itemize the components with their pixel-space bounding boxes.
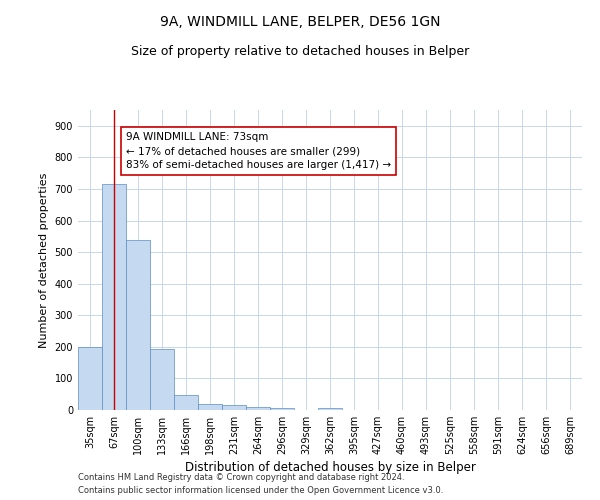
Y-axis label: Number of detached properties: Number of detached properties (39, 172, 49, 348)
Bar (150, 349, 174, 410)
Bar (246, 407, 270, 410)
Bar (174, 396, 198, 410)
Text: Contains HM Land Registry data © Crown copyright and database right 2024.: Contains HM Land Registry data © Crown c… (78, 474, 404, 482)
Bar (270, 408, 294, 410)
Bar (102, 184, 126, 410)
X-axis label: Distribution of detached houses by size in Belper: Distribution of detached houses by size … (185, 462, 475, 474)
Text: 9A, WINDMILL LANE, BELPER, DE56 1GN: 9A, WINDMILL LANE, BELPER, DE56 1GN (160, 15, 440, 29)
Bar (198, 404, 222, 410)
Bar (318, 408, 342, 410)
Bar (222, 406, 246, 410)
Bar (126, 240, 150, 410)
Text: Size of property relative to detached houses in Belper: Size of property relative to detached ho… (131, 45, 469, 58)
Text: 9A WINDMILL LANE: 73sqm
← 17% of detached houses are smaller (299)
83% of semi-d: 9A WINDMILL LANE: 73sqm ← 17% of detache… (126, 132, 391, 170)
Bar (78, 347, 102, 410)
Text: Contains public sector information licensed under the Open Government Licence v3: Contains public sector information licen… (78, 486, 443, 495)
